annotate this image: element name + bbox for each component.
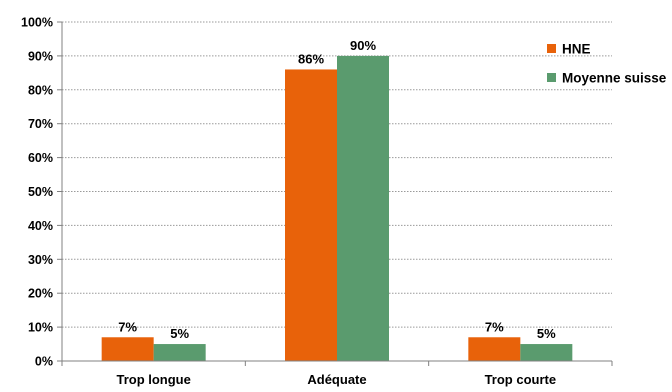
legend-swatch bbox=[547, 44, 556, 53]
data-label: 5% bbox=[170, 326, 189, 341]
y-tick-label: 30% bbox=[28, 253, 53, 267]
bar-hne-1 bbox=[101, 337, 154, 361]
y-tick-label: 20% bbox=[28, 287, 53, 301]
y-tick-label: 10% bbox=[28, 321, 53, 335]
x-category-label: Adéquate bbox=[307, 372, 366, 387]
legend-label: HNE bbox=[562, 42, 591, 57]
bar-moyenne-suisse-2 bbox=[337, 55, 389, 362]
data-labels: 7% 5% 86% 90% 7% 5% bbox=[118, 38, 556, 341]
y-tick-label: 80% bbox=[28, 83, 53, 97]
y-tick-label: 90% bbox=[28, 49, 53, 63]
bar-hne-3 bbox=[468, 337, 521, 361]
bars bbox=[101, 55, 573, 362]
data-label: 7% bbox=[485, 319, 504, 334]
y-tick-label: 50% bbox=[28, 185, 53, 199]
y-tick-labels: 0% 10% 20% 30% 40% 50% 60% 70% 80% 90% 100% bbox=[21, 16, 53, 369]
axes bbox=[57, 21, 613, 366]
data-label: 7% bbox=[118, 319, 137, 334]
bar-moyenne-suisse-1 bbox=[153, 344, 206, 361]
data-label: 90% bbox=[350, 38, 376, 53]
bar-moyenne-suisse-3 bbox=[520, 344, 573, 361]
data-label: 86% bbox=[298, 51, 324, 66]
legend-label: Moyenne suisse bbox=[562, 71, 667, 86]
bar-hne-2 bbox=[285, 69, 337, 362]
y-tick-label: 60% bbox=[28, 151, 53, 165]
x-category-labels: Trop longue Adéquate Trop courte bbox=[116, 372, 556, 387]
y-tick-label: 40% bbox=[28, 219, 53, 233]
legend-swatch bbox=[547, 73, 556, 82]
x-category-label: Trop courte bbox=[485, 372, 557, 387]
y-tick-label: 100% bbox=[21, 16, 53, 30]
x-category-label: Trop longue bbox=[116, 372, 190, 387]
data-label: 5% bbox=[537, 326, 556, 341]
y-tick-label: 70% bbox=[28, 117, 53, 131]
y-tick-label: 0% bbox=[35, 355, 53, 369]
legend: HNE Moyenne suisse bbox=[547, 42, 667, 86]
